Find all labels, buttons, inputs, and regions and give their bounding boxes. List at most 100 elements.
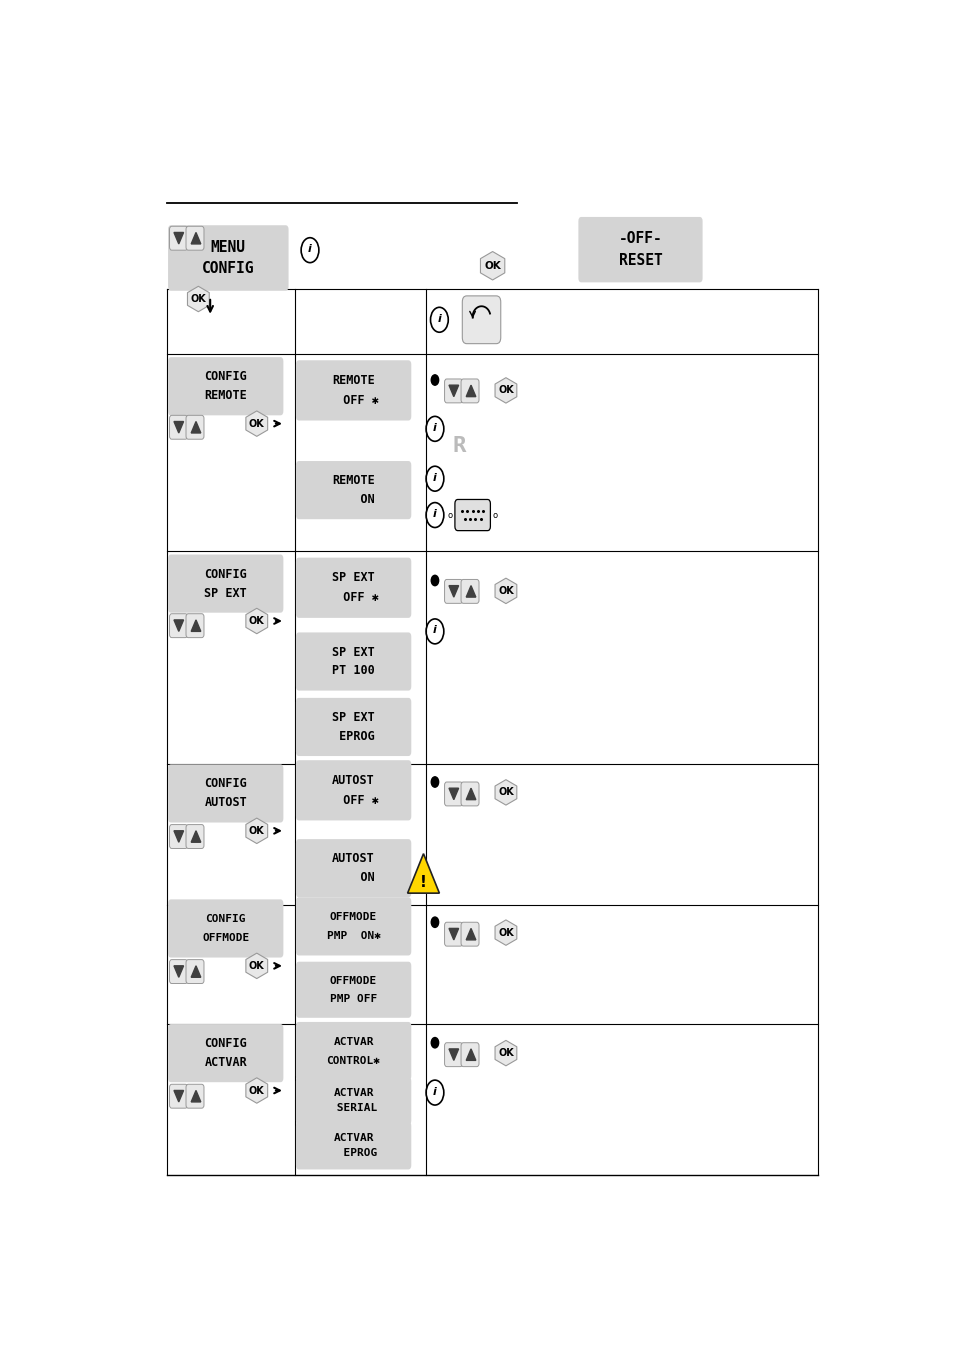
Polygon shape xyxy=(449,1050,458,1060)
Polygon shape xyxy=(246,954,268,978)
Text: CONTROL✱: CONTROL✱ xyxy=(326,1055,380,1066)
FancyBboxPatch shape xyxy=(186,959,204,983)
Text: OK: OK xyxy=(249,826,264,836)
Text: i: i xyxy=(433,509,436,519)
Polygon shape xyxy=(191,621,200,631)
Polygon shape xyxy=(191,1090,200,1102)
FancyBboxPatch shape xyxy=(460,923,478,946)
Polygon shape xyxy=(495,579,517,603)
Text: CONFIG: CONFIG xyxy=(204,370,247,383)
Circle shape xyxy=(431,375,438,386)
Polygon shape xyxy=(173,421,183,433)
Text: ACTVAR: ACTVAR xyxy=(333,1036,374,1047)
Circle shape xyxy=(431,1037,438,1048)
Text: o: o xyxy=(492,510,497,519)
Text: PMP  ON✱: PMP ON✱ xyxy=(326,931,380,940)
Text: CONFIG: CONFIG xyxy=(202,262,254,277)
FancyBboxPatch shape xyxy=(186,415,204,440)
Polygon shape xyxy=(246,817,268,843)
Text: CONFIG: CONFIG xyxy=(204,777,247,791)
Text: OFF ✱: OFF ✱ xyxy=(329,793,378,807)
Polygon shape xyxy=(466,928,476,940)
Text: OK: OK xyxy=(497,788,514,797)
Text: ON: ON xyxy=(332,871,375,884)
FancyBboxPatch shape xyxy=(295,1077,411,1125)
FancyBboxPatch shape xyxy=(444,1043,462,1067)
Text: i: i xyxy=(433,626,436,635)
Text: REMOTE: REMOTE xyxy=(204,390,247,402)
Polygon shape xyxy=(173,621,183,631)
FancyBboxPatch shape xyxy=(186,614,204,638)
Polygon shape xyxy=(480,251,504,281)
Polygon shape xyxy=(173,831,183,842)
Text: i: i xyxy=(433,422,436,433)
Polygon shape xyxy=(246,1078,268,1103)
Text: i: i xyxy=(433,472,436,483)
Polygon shape xyxy=(495,920,517,946)
Circle shape xyxy=(431,575,438,585)
FancyBboxPatch shape xyxy=(295,761,411,820)
Text: i: i xyxy=(433,1086,436,1097)
Text: AUTOST: AUTOST xyxy=(332,853,375,865)
FancyBboxPatch shape xyxy=(168,357,283,415)
FancyBboxPatch shape xyxy=(295,557,411,618)
Text: OK: OK xyxy=(497,1048,514,1058)
FancyBboxPatch shape xyxy=(186,227,204,250)
Polygon shape xyxy=(466,386,476,397)
Polygon shape xyxy=(449,788,458,800)
FancyBboxPatch shape xyxy=(295,1023,411,1081)
FancyBboxPatch shape xyxy=(462,295,500,344)
Polygon shape xyxy=(246,608,268,634)
Text: CONFIG: CONFIG xyxy=(205,915,246,924)
Text: RESET: RESET xyxy=(618,254,661,268)
Text: OFFMODE: OFFMODE xyxy=(330,912,376,921)
FancyBboxPatch shape xyxy=(295,633,411,691)
FancyBboxPatch shape xyxy=(168,765,283,823)
Text: ACTVAR: ACTVAR xyxy=(333,1089,374,1098)
Text: !: ! xyxy=(419,874,427,889)
Text: PT 100: PT 100 xyxy=(332,665,375,677)
Circle shape xyxy=(431,917,438,927)
FancyBboxPatch shape xyxy=(444,782,462,805)
FancyBboxPatch shape xyxy=(170,227,188,250)
Text: i: i xyxy=(437,314,441,324)
FancyBboxPatch shape xyxy=(460,782,478,805)
Polygon shape xyxy=(191,831,200,842)
Text: OFF ✱: OFF ✱ xyxy=(329,591,378,604)
FancyBboxPatch shape xyxy=(444,580,462,603)
FancyBboxPatch shape xyxy=(170,824,188,849)
FancyBboxPatch shape xyxy=(168,900,283,958)
FancyBboxPatch shape xyxy=(578,217,701,282)
FancyBboxPatch shape xyxy=(295,697,411,755)
FancyBboxPatch shape xyxy=(170,614,188,638)
Text: AUTOST: AUTOST xyxy=(204,796,247,809)
Text: OK: OK xyxy=(497,928,514,938)
Polygon shape xyxy=(466,585,476,598)
Text: R: R xyxy=(452,437,466,456)
FancyBboxPatch shape xyxy=(168,1024,283,1082)
Text: OK: OK xyxy=(497,386,514,395)
Polygon shape xyxy=(173,1090,183,1102)
Text: ON: ON xyxy=(332,494,375,506)
Polygon shape xyxy=(191,966,200,977)
Text: SP EXT: SP EXT xyxy=(204,587,247,599)
Text: OFFMODE: OFFMODE xyxy=(202,934,249,943)
FancyBboxPatch shape xyxy=(186,1085,204,1108)
Text: OK: OK xyxy=(484,260,500,271)
Text: i: i xyxy=(308,244,312,254)
Text: SP EXT: SP EXT xyxy=(332,646,375,658)
Text: OK: OK xyxy=(191,294,206,304)
Text: OK: OK xyxy=(249,418,264,429)
Polygon shape xyxy=(449,928,458,940)
Polygon shape xyxy=(449,386,458,397)
Polygon shape xyxy=(495,378,517,403)
Text: PMP OFF: PMP OFF xyxy=(330,994,376,1004)
Text: EPROG: EPROG xyxy=(332,730,375,743)
FancyBboxPatch shape xyxy=(170,959,188,983)
FancyBboxPatch shape xyxy=(460,580,478,603)
FancyBboxPatch shape xyxy=(186,824,204,849)
Polygon shape xyxy=(188,286,209,312)
FancyBboxPatch shape xyxy=(170,1085,188,1108)
Text: OK: OK xyxy=(249,616,264,626)
FancyBboxPatch shape xyxy=(460,1043,478,1067)
